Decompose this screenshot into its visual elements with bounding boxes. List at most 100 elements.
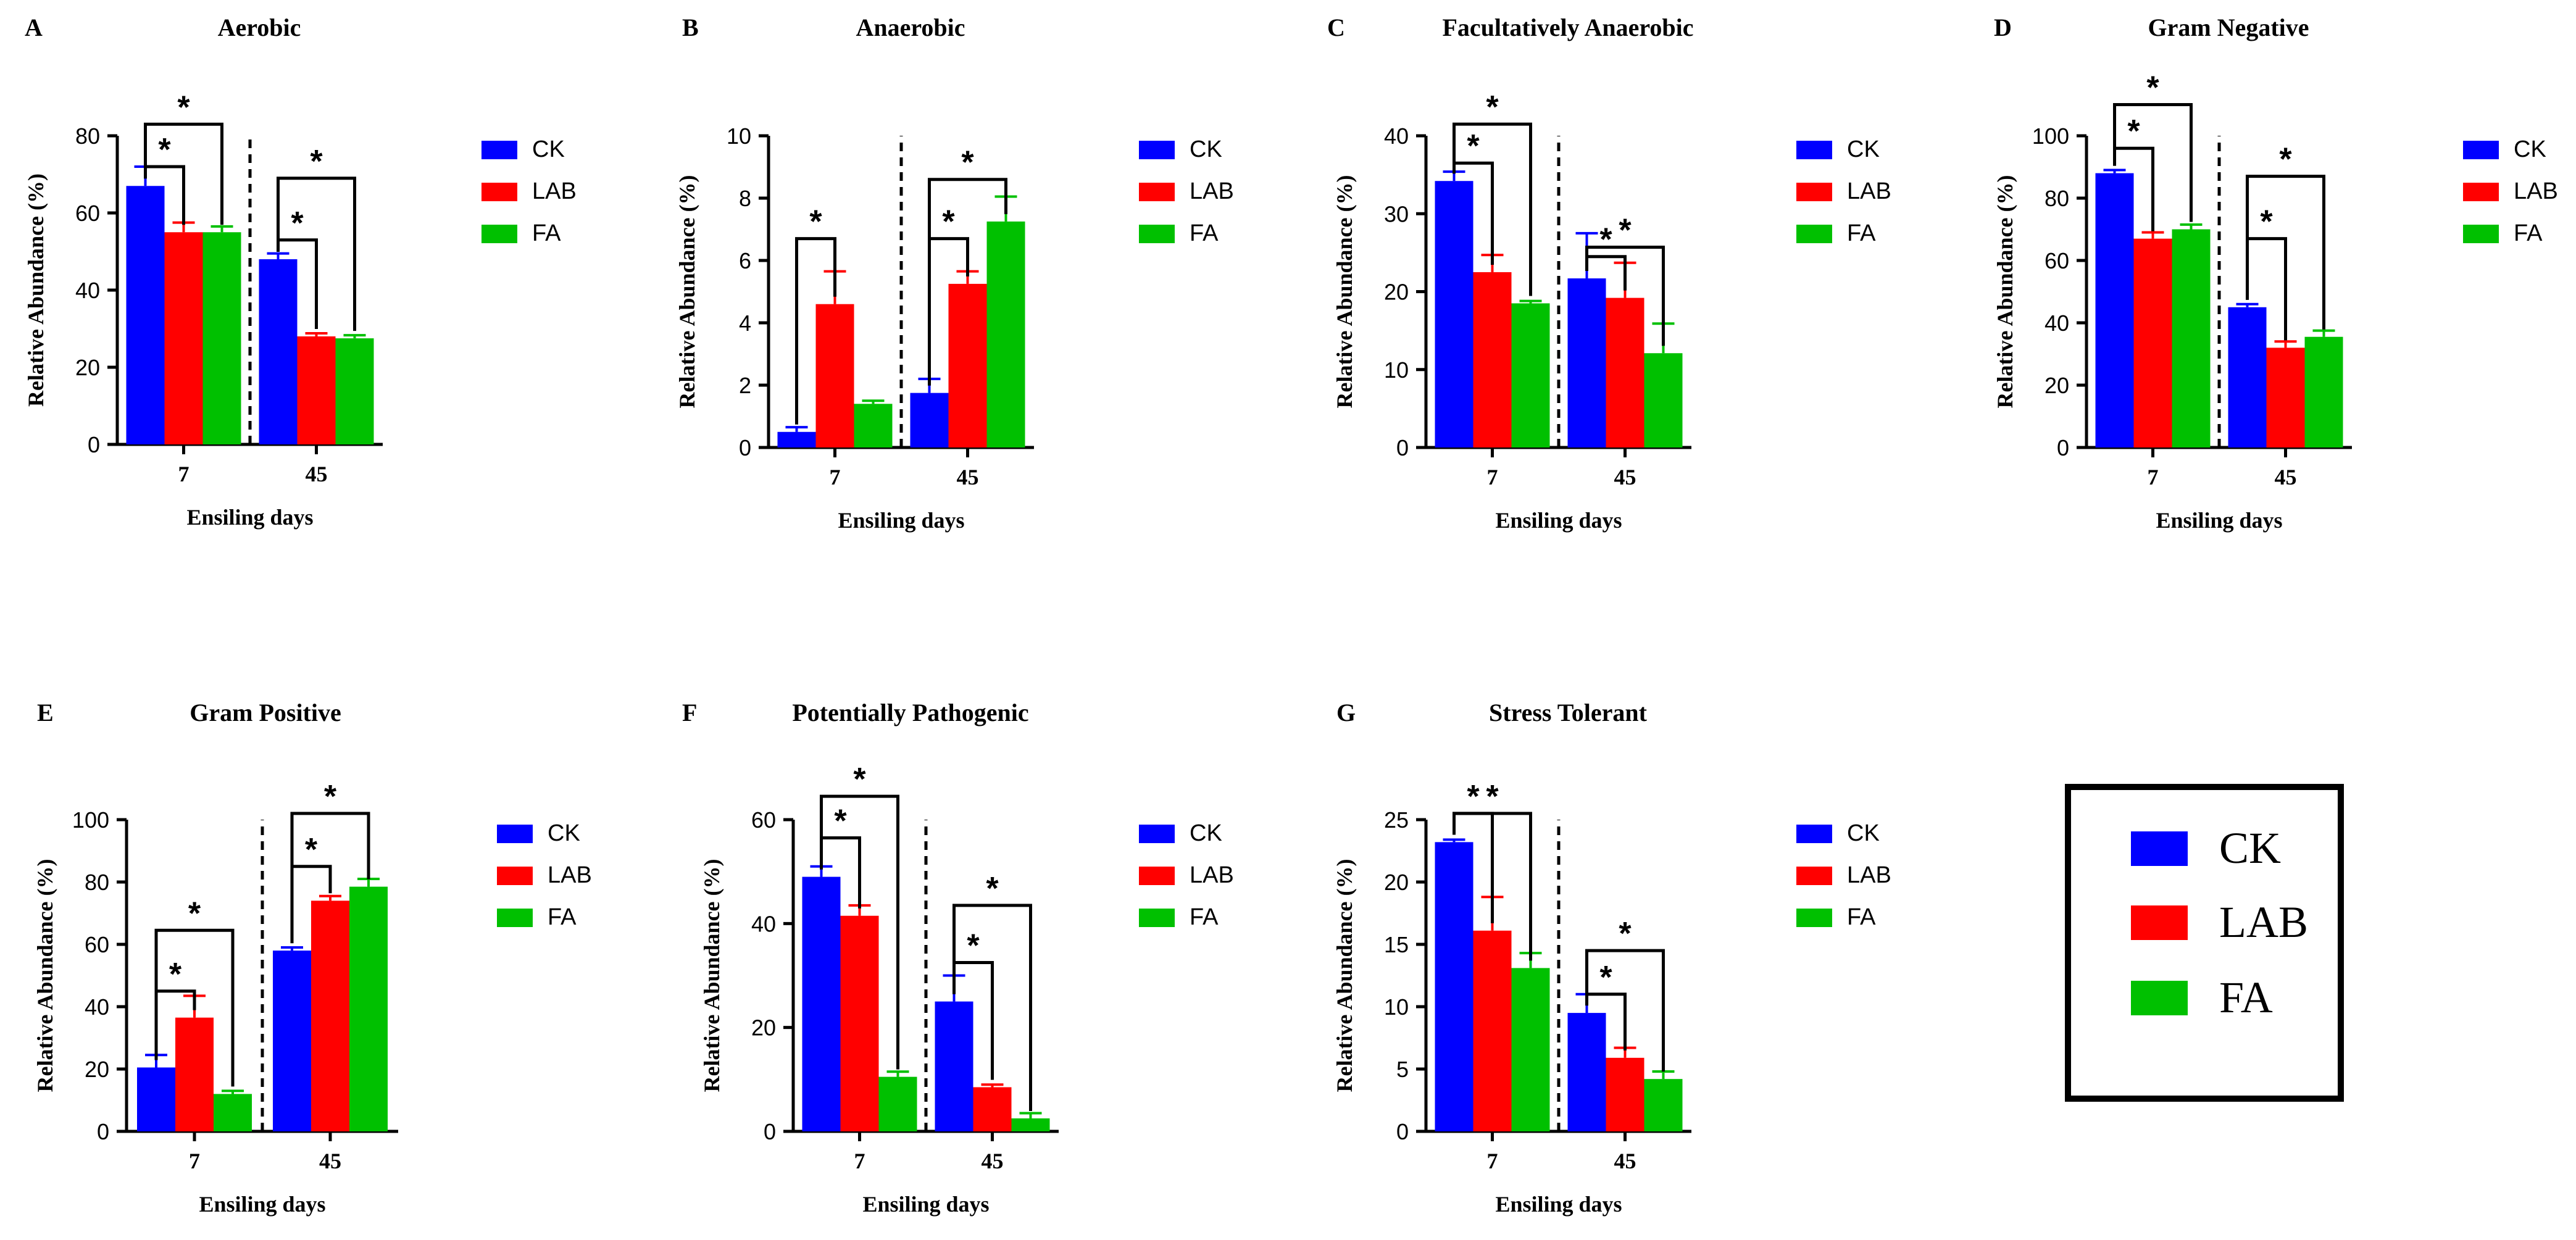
bar-ck <box>1567 278 1606 447</box>
y-tick-label: 100 <box>2032 123 2069 149</box>
panel-letter: D <box>1994 14 2012 41</box>
significance-bracket <box>154 928 235 1087</box>
significance-bracket <box>820 794 899 1070</box>
significance-star: * <box>324 779 337 815</box>
bar-fa <box>854 404 893 447</box>
y-tick-label: 80 <box>2045 186 2069 211</box>
y-tick-label: 80 <box>85 870 109 895</box>
legend-label-ck: CK <box>548 820 580 846</box>
bar-ck <box>259 259 298 444</box>
panel-letter: G <box>1336 699 1356 726</box>
shared-legend-frame <box>2065 784 2344 1102</box>
bar-lab <box>164 232 203 444</box>
bar-ck <box>137 1067 175 1131</box>
x-axis-label: Ensiling days <box>186 505 313 530</box>
y-tick-label: 5 <box>1396 1057 1409 1082</box>
y-tick-label: 10 <box>1384 994 1409 1020</box>
panel-e: E Gram Positive 0 20 40 60 80 100 Relative Abund… <box>33 699 592 1217</box>
significance-star: * <box>809 204 822 240</box>
x-tick-label: 7 <box>178 462 190 486</box>
shared-legend-swatch-ck <box>2131 831 2188 866</box>
legend-label-ck: CK <box>1847 820 1880 846</box>
bar-fa <box>202 232 241 444</box>
y-tick-label: 40 <box>751 911 776 936</box>
x-tick-label: 45 <box>1614 1149 1636 1173</box>
legend-swatch-fa <box>1796 225 1832 243</box>
panel-a: A Aerobic 0 20 40 60 80 Relative Abundance (%) 7… <box>23 14 577 530</box>
significance-star: * <box>2146 70 2159 106</box>
bar-fa <box>1011 1118 1050 1131</box>
significance-star: * <box>834 803 847 839</box>
y-tick-label: 0 <box>1396 1119 1409 1144</box>
legend-swatch-fa <box>497 909 533 927</box>
bar-fa <box>1511 303 1550 447</box>
legend-label-lab: LAB <box>1190 178 1234 204</box>
significance-star: * <box>986 871 999 907</box>
significance-star: * <box>1619 916 1632 952</box>
y-tick-label: 4 <box>739 310 751 336</box>
legend-swatch-ck <box>1796 141 1832 159</box>
legend-label-ck: CK <box>1190 136 1222 162</box>
significance-bracket <box>1585 246 1665 346</box>
x-axis-label: Ensiling days <box>199 1192 325 1217</box>
legend-label-lab: LAB <box>1190 862 1234 888</box>
y-axis-label: Relative Abundance (%) <box>33 859 57 1092</box>
shared-legend-label-ck: CK <box>2219 823 2281 873</box>
legend-swatch-lab <box>1139 183 1175 201</box>
x-axis-label: Ensiling days <box>1495 508 1622 533</box>
y-tick-label: 20 <box>1384 870 1409 895</box>
significance-star: * <box>942 204 955 240</box>
legend-swatch-fa <box>1796 909 1832 927</box>
y-tick-label: 25 <box>1384 807 1409 833</box>
panel-title: Facultatively Anaerobic <box>1443 14 1694 41</box>
panel-letter: F <box>682 699 697 726</box>
legend-swatch-ck <box>1796 825 1832 843</box>
y-tick-label: 0 <box>764 1119 776 1144</box>
significance-star: * <box>310 144 323 180</box>
bar-lab <box>1606 298 1644 447</box>
bar-lab <box>175 1017 214 1131</box>
y-tick-label: 60 <box>85 932 109 957</box>
y-tick-label: 0 <box>1396 435 1409 460</box>
panel-c: C Facultatively Anaerobic 0 10 20 30 40 Relativ… <box>1327 14 1891 533</box>
legend-label-fa: FA <box>1190 904 1219 930</box>
bar-lab <box>1606 1057 1644 1131</box>
y-axis-label: Relative Abundance (%) <box>1332 859 1357 1092</box>
significance-star: * <box>2127 114 2140 149</box>
bar-lab <box>2266 347 2305 447</box>
y-tick-label: 30 <box>1384 201 1409 227</box>
y-tick-label: 40 <box>1384 123 1409 149</box>
y-tick-label: 20 <box>751 1015 776 1041</box>
panel-f: F Potentially Pathogenic 0 20 40 60 Relative A… <box>682 699 1234 1217</box>
shared-legend-label-lab: LAB <box>2219 897 2308 947</box>
significance-star: * <box>1467 779 1480 815</box>
y-tick-label: 10 <box>727 123 751 149</box>
x-tick-label: 7 <box>189 1149 200 1173</box>
legend-swatch-lab <box>2463 183 2499 201</box>
x-tick-label: 45 <box>1614 465 1636 489</box>
significance-star: * <box>961 145 974 181</box>
bar-fa <box>2304 336 2343 447</box>
x-tick-label: 7 <box>1487 1149 1498 1173</box>
x-tick-label: 45 <box>306 462 328 486</box>
y-tick-label: 20 <box>1384 280 1409 305</box>
y-tick-label: 40 <box>75 278 100 303</box>
x-tick-label: 7 <box>854 1149 865 1173</box>
legend-swatch-ck <box>1139 825 1175 843</box>
x-axis-label: Ensiling days <box>2156 508 2282 533</box>
significance-bracket <box>277 177 356 331</box>
panel-letter: A <box>25 14 43 41</box>
bar-fa <box>986 221 1025 447</box>
y-tick-label: 20 <box>85 1057 109 1082</box>
bar-lab <box>1473 930 1512 1131</box>
y-axis-label: Relative Abundance (%) <box>675 175 699 409</box>
x-tick-label: 7 <box>2148 465 2159 489</box>
legend-label-lab: LAB <box>1847 178 1891 204</box>
significance-bracket <box>952 904 1032 1111</box>
y-axis-label: Relative Abundance (%) <box>1993 175 2017 409</box>
bar-ck <box>1567 1013 1606 1131</box>
x-tick-label: 45 <box>957 465 979 489</box>
significance-star: * <box>2279 142 2292 178</box>
